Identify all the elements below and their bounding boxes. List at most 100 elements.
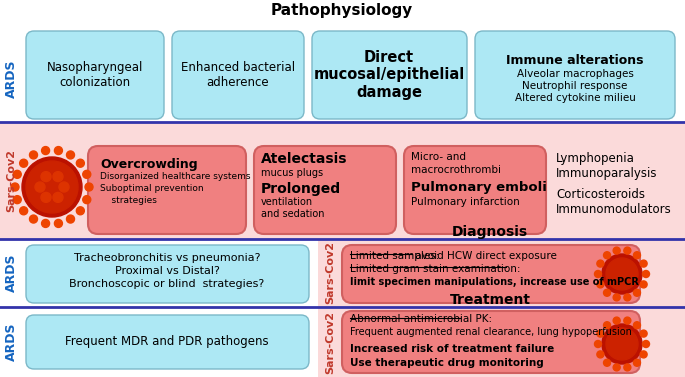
Bar	[0, 307, 685, 377]
Circle shape	[602, 254, 642, 294]
Circle shape	[634, 252, 640, 259]
FancyBboxPatch shape	[88, 146, 246, 234]
Circle shape	[11, 183, 19, 191]
Circle shape	[66, 215, 75, 223]
Text: Neutrophil response: Neutrophil response	[522, 81, 627, 91]
Text: Abnormal antimicrobial PK:: Abnormal antimicrobial PK:	[350, 314, 492, 324]
Circle shape	[597, 281, 604, 288]
Text: ARDS: ARDS	[5, 60, 18, 98]
Circle shape	[85, 183, 93, 191]
Circle shape	[603, 289, 610, 296]
Circle shape	[640, 281, 647, 288]
Text: Sars-Cov2: Sars-Cov2	[6, 150, 16, 213]
Text: Enhanced bacterial
adherence: Enhanced bacterial adherence	[181, 61, 295, 89]
Circle shape	[29, 151, 38, 159]
Text: Micro- and: Micro- and	[411, 152, 466, 162]
Circle shape	[634, 322, 640, 329]
Text: Frequent MDR and PDR pathogens: Frequent MDR and PDR pathogens	[65, 336, 269, 348]
Text: Tracheobronchitis vs pneumonia?: Tracheobronchitis vs pneumonia?	[74, 253, 260, 263]
Circle shape	[606, 328, 638, 360]
Circle shape	[20, 207, 27, 215]
Circle shape	[76, 159, 84, 167]
Text: Frequent augmented renal clearance, lung hypoperfusion: Frequent augmented renal clearance, lung…	[350, 327, 632, 337]
Text: Immune alterations: Immune alterations	[506, 55, 644, 67]
Text: Proximal vs Distal?: Proximal vs Distal?	[114, 266, 219, 276]
Text: ventilation: ventilation	[261, 197, 313, 207]
Text: strategies: strategies	[100, 196, 157, 205]
Text: Prolonged: Prolonged	[261, 182, 341, 196]
Text: Immunomodulators: Immunomodulators	[556, 203, 672, 216]
Text: Bronchoscopic or blind  strategies?: Bronchoscopic or blind strategies?	[69, 279, 264, 289]
Circle shape	[22, 157, 82, 217]
Circle shape	[643, 340, 649, 348]
Circle shape	[595, 271, 601, 277]
Text: Diagnosis: Diagnosis	[452, 225, 528, 239]
FancyBboxPatch shape	[404, 146, 546, 234]
Circle shape	[13, 196, 21, 204]
Circle shape	[640, 260, 647, 267]
Text: Pulmonary infarction: Pulmonary infarction	[411, 197, 520, 207]
Text: Direct
mucosal/epithelial
damage: Direct mucosal/epithelial damage	[313, 50, 464, 100]
Text: avoid HCW direct exposure: avoid HCW direct exposure	[412, 251, 557, 261]
Circle shape	[643, 271, 649, 277]
Circle shape	[603, 252, 610, 259]
Text: Atelectasis: Atelectasis	[261, 152, 347, 166]
FancyBboxPatch shape	[172, 31, 304, 119]
Circle shape	[606, 258, 638, 290]
Circle shape	[53, 192, 63, 202]
Text: ARDS: ARDS	[5, 254, 18, 292]
Text: Sars-Cov2: Sars-Cov2	[325, 242, 335, 305]
Text: mucus plugs: mucus plugs	[261, 168, 323, 178]
Circle shape	[29, 215, 38, 223]
Circle shape	[624, 294, 631, 301]
Text: Increased risk of treatment failure: Increased risk of treatment failure	[350, 344, 554, 354]
FancyBboxPatch shape	[26, 31, 164, 119]
Bar	[318, 239, 685, 307]
Text: Overcrowding: Overcrowding	[100, 158, 198, 171]
Text: Altered cytokine milieu: Altered cytokine milieu	[514, 93, 636, 103]
Circle shape	[597, 260, 604, 267]
Circle shape	[83, 196, 91, 204]
Text: Nasopharyngeal
colonization: Nasopharyngeal colonization	[47, 61, 143, 89]
Circle shape	[597, 330, 604, 337]
FancyBboxPatch shape	[312, 31, 467, 119]
Circle shape	[597, 351, 604, 358]
Text: limit specimen manipulations, increase use of mPCR: limit specimen manipulations, increase u…	[350, 277, 639, 287]
Circle shape	[634, 359, 640, 366]
Text: Corticosteroids: Corticosteroids	[556, 188, 645, 201]
FancyBboxPatch shape	[26, 315, 309, 369]
Circle shape	[624, 364, 631, 371]
Text: Pathophysiology: Pathophysiology	[271, 3, 413, 18]
Circle shape	[613, 294, 620, 301]
Circle shape	[613, 247, 620, 254]
Circle shape	[624, 317, 631, 324]
Bar	[318, 307, 685, 377]
Bar	[0, 239, 685, 307]
Text: macrocrothrombi: macrocrothrombi	[411, 165, 501, 175]
Text: and sedation: and sedation	[261, 209, 325, 219]
Circle shape	[613, 364, 620, 371]
Circle shape	[35, 182, 45, 192]
Circle shape	[54, 219, 62, 227]
FancyBboxPatch shape	[26, 245, 309, 303]
Text: Pulmonary emboli: Pulmonary emboli	[411, 181, 547, 194]
Circle shape	[13, 170, 21, 178]
Text: Disorganized healthcare systems: Disorganized healthcare systems	[100, 172, 251, 181]
Circle shape	[634, 289, 640, 296]
Circle shape	[624, 247, 631, 254]
Circle shape	[20, 159, 27, 167]
Text: ARDS: ARDS	[5, 323, 18, 361]
Text: Lymphopenia: Lymphopenia	[556, 152, 635, 165]
FancyBboxPatch shape	[254, 146, 396, 234]
Bar	[0, 122, 685, 239]
Circle shape	[26, 161, 78, 213]
Circle shape	[53, 172, 63, 182]
Text: Treatment: Treatment	[449, 293, 530, 307]
Circle shape	[595, 340, 601, 348]
Text: Alveolar macrophages: Alveolar macrophages	[516, 69, 634, 79]
Circle shape	[54, 147, 62, 155]
FancyBboxPatch shape	[475, 31, 675, 119]
Text: Limited gram stain examination:: Limited gram stain examination:	[350, 264, 521, 274]
Text: Use therapeutic drug monitoring: Use therapeutic drug monitoring	[350, 358, 544, 368]
Circle shape	[41, 192, 51, 202]
